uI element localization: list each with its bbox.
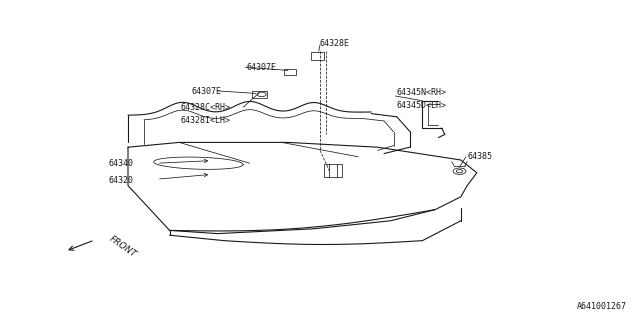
- Text: 64328I<LH>: 64328I<LH>: [180, 116, 230, 124]
- Text: A641001267: A641001267: [577, 302, 627, 311]
- Text: 64320: 64320: [109, 176, 134, 185]
- Text: 64345D<LH>: 64345D<LH>: [397, 101, 447, 110]
- Circle shape: [456, 170, 463, 173]
- FancyBboxPatch shape: [311, 52, 324, 60]
- FancyBboxPatch shape: [252, 91, 267, 98]
- FancyBboxPatch shape: [284, 69, 296, 75]
- FancyBboxPatch shape: [324, 164, 342, 177]
- Text: 64328C<RH>: 64328C<RH>: [180, 103, 230, 112]
- Circle shape: [257, 92, 266, 97]
- Circle shape: [453, 168, 466, 174]
- Text: 64328E: 64328E: [320, 39, 350, 48]
- Text: FRONT: FRONT: [108, 234, 138, 259]
- Text: 64345N<RH>: 64345N<RH>: [397, 88, 447, 97]
- Text: 64307E: 64307E: [192, 87, 222, 96]
- Text: 64385: 64385: [467, 152, 492, 161]
- Text: 64340: 64340: [109, 159, 134, 168]
- Text: 64307E: 64307E: [246, 63, 276, 72]
